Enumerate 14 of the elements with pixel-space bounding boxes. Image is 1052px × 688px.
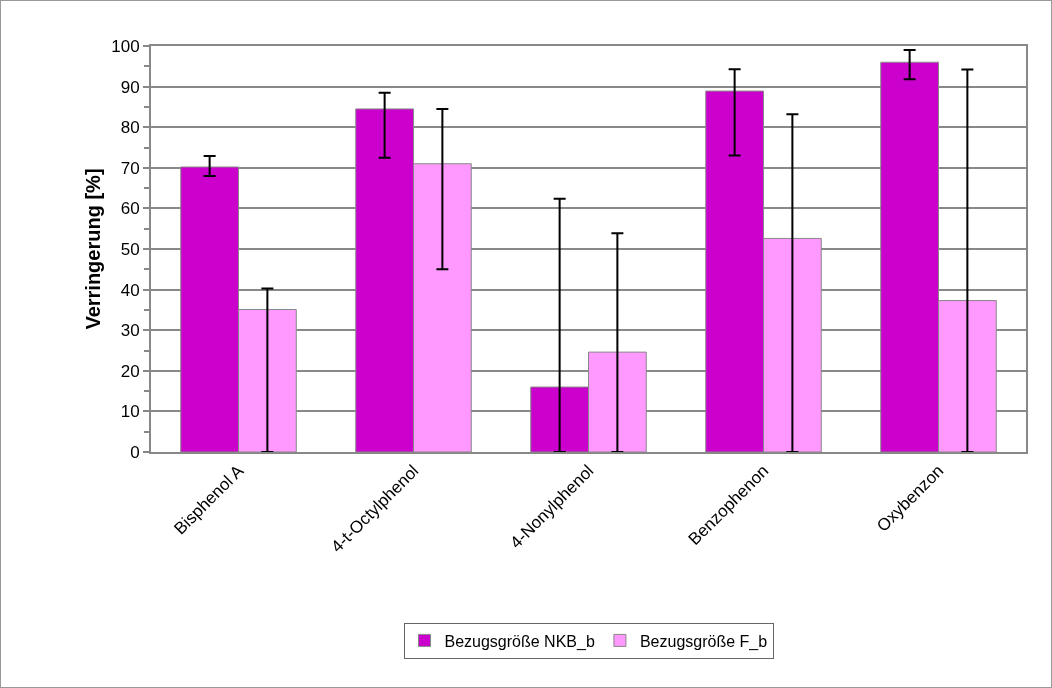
y-tick-label: 90 [120, 77, 140, 97]
legend-label: Bezugsgröße F_b [639, 632, 768, 651]
y-tick-label: 10 [120, 402, 140, 422]
y-tick-label: 50 [120, 239, 140, 259]
y-tick-label: 0 [130, 442, 140, 462]
legend-label: Bezugsgröße NKB_b [444, 632, 595, 651]
y-tick-label: 100 [111, 36, 140, 56]
y-tick-label: 60 [120, 199, 140, 219]
y-tick-label: 30 [120, 321, 140, 341]
y-axis-title: Verringerung [%] [82, 168, 104, 330]
y-tick-label: 80 [120, 118, 140, 138]
y-tick-label: 20 [120, 361, 140, 381]
y-tick-label: 70 [120, 158, 140, 178]
y-tick-label: 40 [120, 280, 140, 300]
